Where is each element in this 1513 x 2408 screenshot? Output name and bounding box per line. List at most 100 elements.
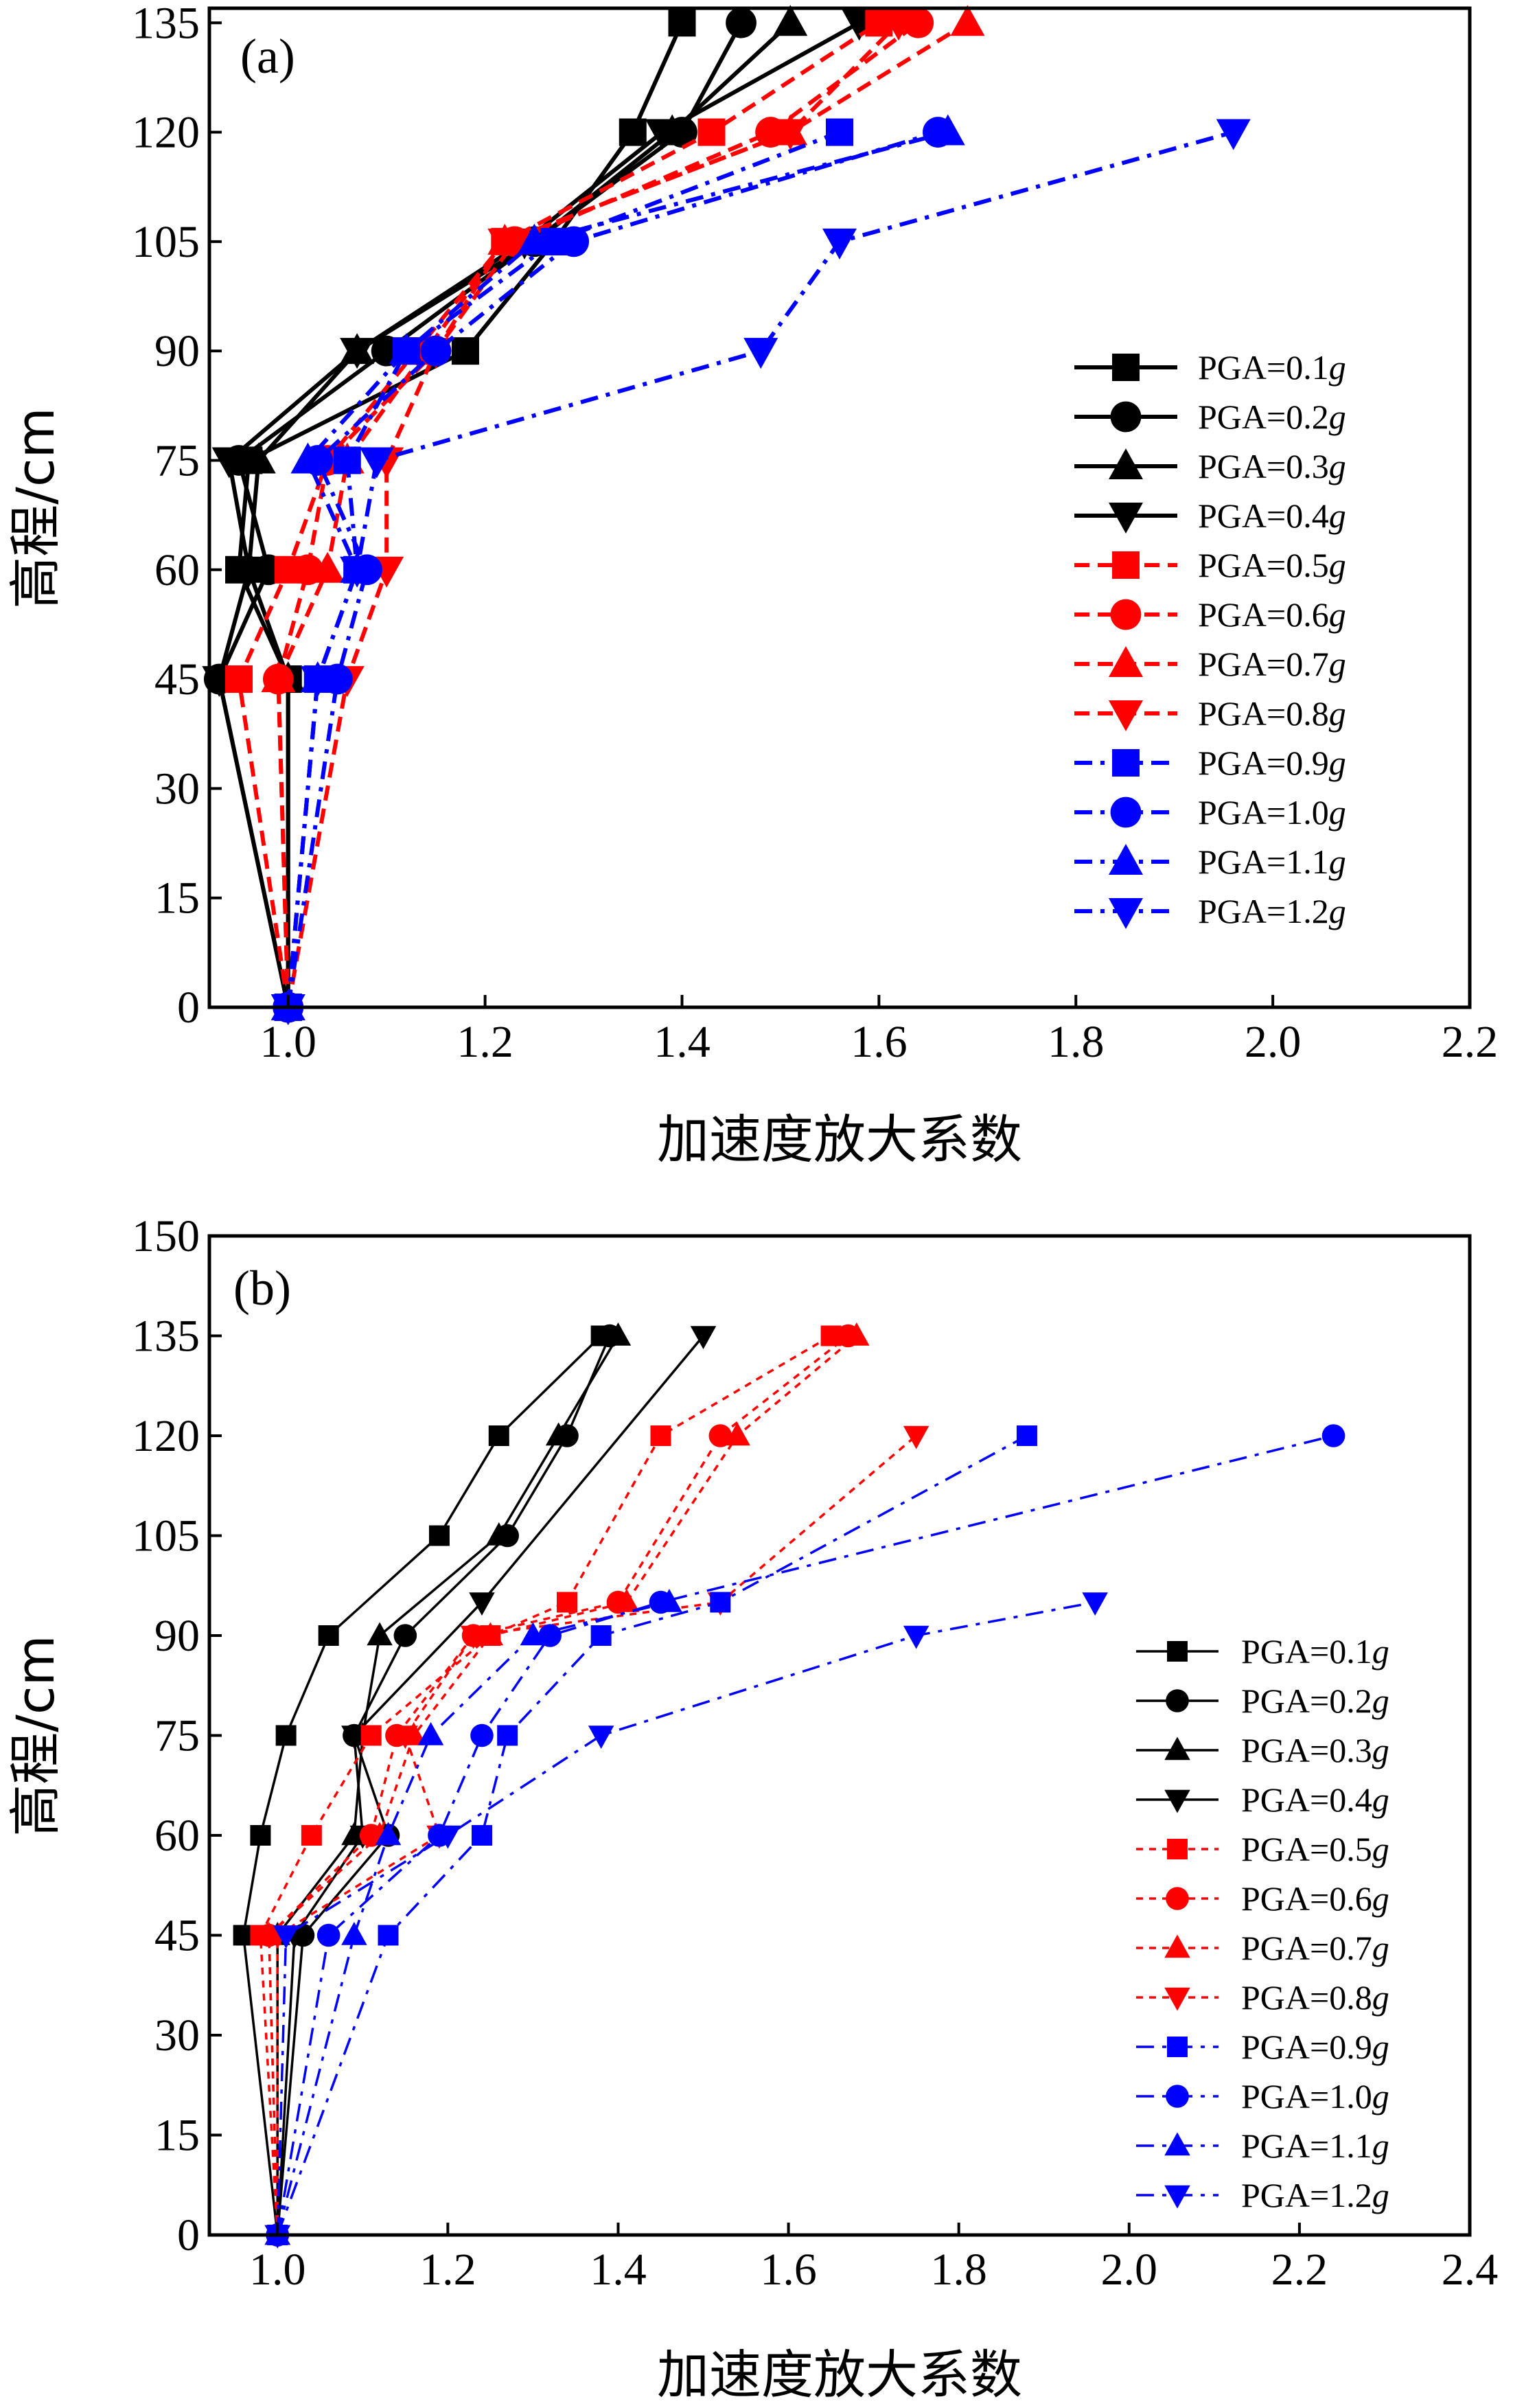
legend-item: PGA=0.3g [1136,1731,1389,1769]
data-point [903,1625,929,1649]
legend-marker [1167,2037,1188,2057]
legend-marker [1109,898,1143,929]
data-point [545,1422,572,1446]
series-line [276,1335,620,2235]
legend-label: PGA=0.6g [1198,595,1346,634]
x-tick-label: 1.0 [249,2245,306,2295]
x-tick-label: 2.0 [1101,2245,1158,2295]
x-tick-label: 1.0 [260,1017,317,1067]
y-tick-label: 135 [132,1311,200,1362]
y-tick-label: 90 [154,1611,200,1661]
legend-item: PGA=0.6g [1074,595,1346,634]
y-tick-label: 120 [132,1411,200,1461]
data-point [826,118,853,146]
legend-marker [1167,1641,1188,1662]
legend-label: PGA=0.1g [1241,1632,1389,1671]
series-line [246,21,792,1007]
data-point [417,1722,444,1745]
legend-marker [1166,1689,1189,1712]
data-point [264,2225,290,2249]
data-point [650,1425,671,1446]
y-tick-label: 15 [154,873,200,924]
data-point [460,1625,487,1649]
series-pga-1-0g [266,1424,1345,2247]
chart-panel-a: 1.0 1.2 1.4 1.6 1.8 2.0 2.2 0 15 30 45 60 75 90 105 120… [5,0,1498,1170]
legend-marker [1109,448,1143,479]
legend-label: PGA=1.1g [1198,842,1346,881]
legend-label: PGA=0.4g [1198,496,1346,535]
legend-label: PGA=1.2g [1241,2176,1389,2214]
legend-item: PGA=0.2g [1136,1682,1389,1720]
data-point [708,1424,732,1447]
series-line [276,1601,670,2236]
y-tick-label: 0 [177,983,200,1033]
y-tick-label: 30 [154,764,200,814]
data-point [367,1622,393,1646]
legend-item: PGA=0.7g [1136,1929,1389,1967]
legend-item: PGA=0.4g [1136,1780,1389,1819]
data-point [318,1625,339,1646]
y-tick-label: 30 [154,2010,200,2061]
data-point [520,1622,546,1646]
series-line [268,1335,849,2236]
data-point [1016,1425,1037,1446]
data-point [300,666,335,698]
legend-label: PGA=0.4g [1241,1780,1389,1819]
legend-item: PGA=0.8g [1136,1978,1389,2017]
legend-label: PGA=0.7g [1241,1929,1389,1967]
series-line [217,21,743,1008]
series-line [217,21,861,1008]
legend-item: PGA=1.1g [1136,2126,1389,2165]
legend-label: PGA=1.2g [1198,892,1346,930]
panel-tag-a: (a) [240,29,295,84]
data-point [225,665,253,693]
data-point [469,1592,495,1616]
data-point [1216,119,1251,150]
legend-marker [1166,2085,1189,2108]
legend-marker [1110,599,1142,630]
y-tick-label: 105 [132,1511,200,1561]
legend-marker [1167,1839,1188,1859]
data-point [360,1725,382,1746]
data-point [773,119,808,150]
data-point [310,551,345,583]
legend-item: PGA=0.4g [1074,496,1346,535]
data-point [270,994,305,1025]
data-point [690,1326,717,1349]
series-layer-b [233,1322,1345,2249]
x-tick-label: 1.8 [1048,1017,1105,1067]
series-pga-1-1g [270,114,965,1020]
legend-marker [1112,551,1140,579]
y-tick-label: 105 [132,217,200,267]
y-tick-label: 60 [154,1811,200,1861]
legend-item: PGA=0.8g [1074,694,1346,733]
legend-item: PGA=0.2g [1074,398,1346,436]
legend-item: PGA=0.6g [1136,1879,1389,1918]
x-tick-label: 2.0 [1245,1017,1302,1067]
data-point [420,335,452,367]
x-tick-label: 1.4 [654,1017,711,1067]
data-point [290,442,325,474]
data-point [470,1723,494,1747]
data-point [333,446,361,474]
legend-item: PGA=1.0g [1136,2077,1389,2115]
series-line [276,1601,1096,2236]
data-point [316,1923,340,1947]
data-point [822,228,857,260]
series-line [259,1334,832,2236]
data-point [558,226,590,257]
y-tick-label: 15 [154,2111,200,2161]
x-tick-label: 1.8 [930,2245,987,2295]
series-line [237,21,881,1008]
x-tick-label: 1.6 [851,1017,908,1067]
y-tick-label: 90 [154,326,200,376]
legend-marker [1112,354,1140,381]
data-point [428,1525,450,1546]
legend-marker [1109,646,1143,677]
legend-marker [1164,1934,1190,1958]
legend-item: PGA=0.5g [1136,1830,1389,1868]
data-point [301,1825,322,1846]
legend-marker [1164,1789,1190,1813]
data-point [517,223,552,255]
